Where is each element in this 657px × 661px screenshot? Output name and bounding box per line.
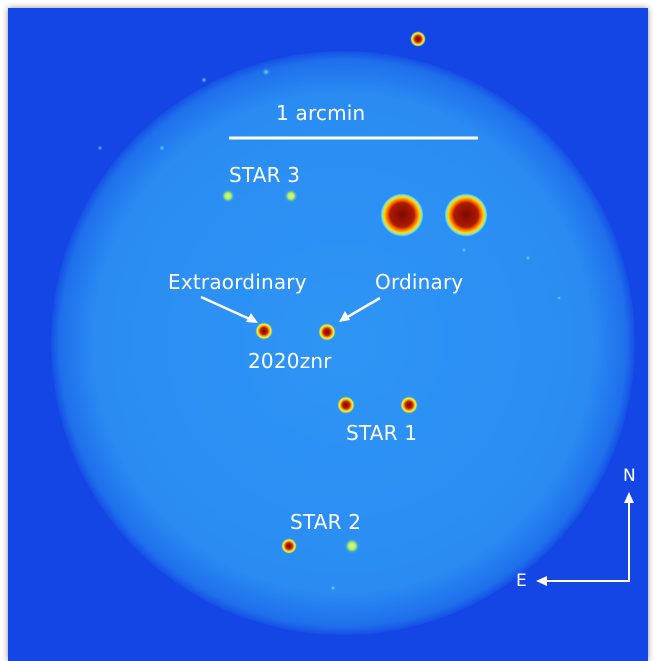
star2-extraordinary <box>281 538 297 554</box>
star3-ordinary <box>284 189 298 203</box>
compass-east-arrowhead <box>536 576 547 586</box>
star3-label: STAR 3 <box>229 163 301 187</box>
star2-ordinary <box>344 538 360 554</box>
ordinary-label: Ordinary <box>375 270 464 294</box>
bright-star-left <box>380 193 424 237</box>
ordinary-arrowhead <box>339 311 350 322</box>
dim-speck <box>201 77 207 83</box>
extraordinary-arrowhead <box>246 313 258 323</box>
compass-north-label: N <box>623 466 636 486</box>
dim-speck <box>525 255 531 261</box>
ordinary-arrow <box>343 296 381 321</box>
dim-speck <box>330 585 336 591</box>
scale-bar-label: 1 arcmin <box>276 101 366 125</box>
dim-speck <box>159 145 165 151</box>
target-label: 2020znr <box>248 349 332 373</box>
dim-speck <box>262 68 270 76</box>
source-top <box>410 31 426 47</box>
dim-speck <box>461 247 467 253</box>
target-ordinary <box>318 323 336 341</box>
dim-speck <box>556 295 562 301</box>
star1-label: STAR 1 <box>346 421 418 445</box>
star1-ordinary <box>400 396 418 414</box>
star3-extraordinary <box>221 189 235 203</box>
detector-disk <box>51 51 635 635</box>
extraordinary-label: Extraordinary <box>168 270 307 294</box>
compass-north-arrowhead <box>624 492 634 503</box>
compass-east-label: E <box>516 571 527 591</box>
star2-label: STAR 2 <box>290 510 362 534</box>
polarimetry-field-image <box>51 31 635 635</box>
target-extraordinary <box>255 322 273 340</box>
bright-star-right <box>444 193 488 237</box>
dim-speck <box>97 145 103 151</box>
extraordinary-arrow <box>200 295 255 323</box>
image-frame: 1 arcmin STAR 3 Extraordinary Ordinary 2… <box>8 8 648 661</box>
star1-extraordinary <box>337 396 355 414</box>
